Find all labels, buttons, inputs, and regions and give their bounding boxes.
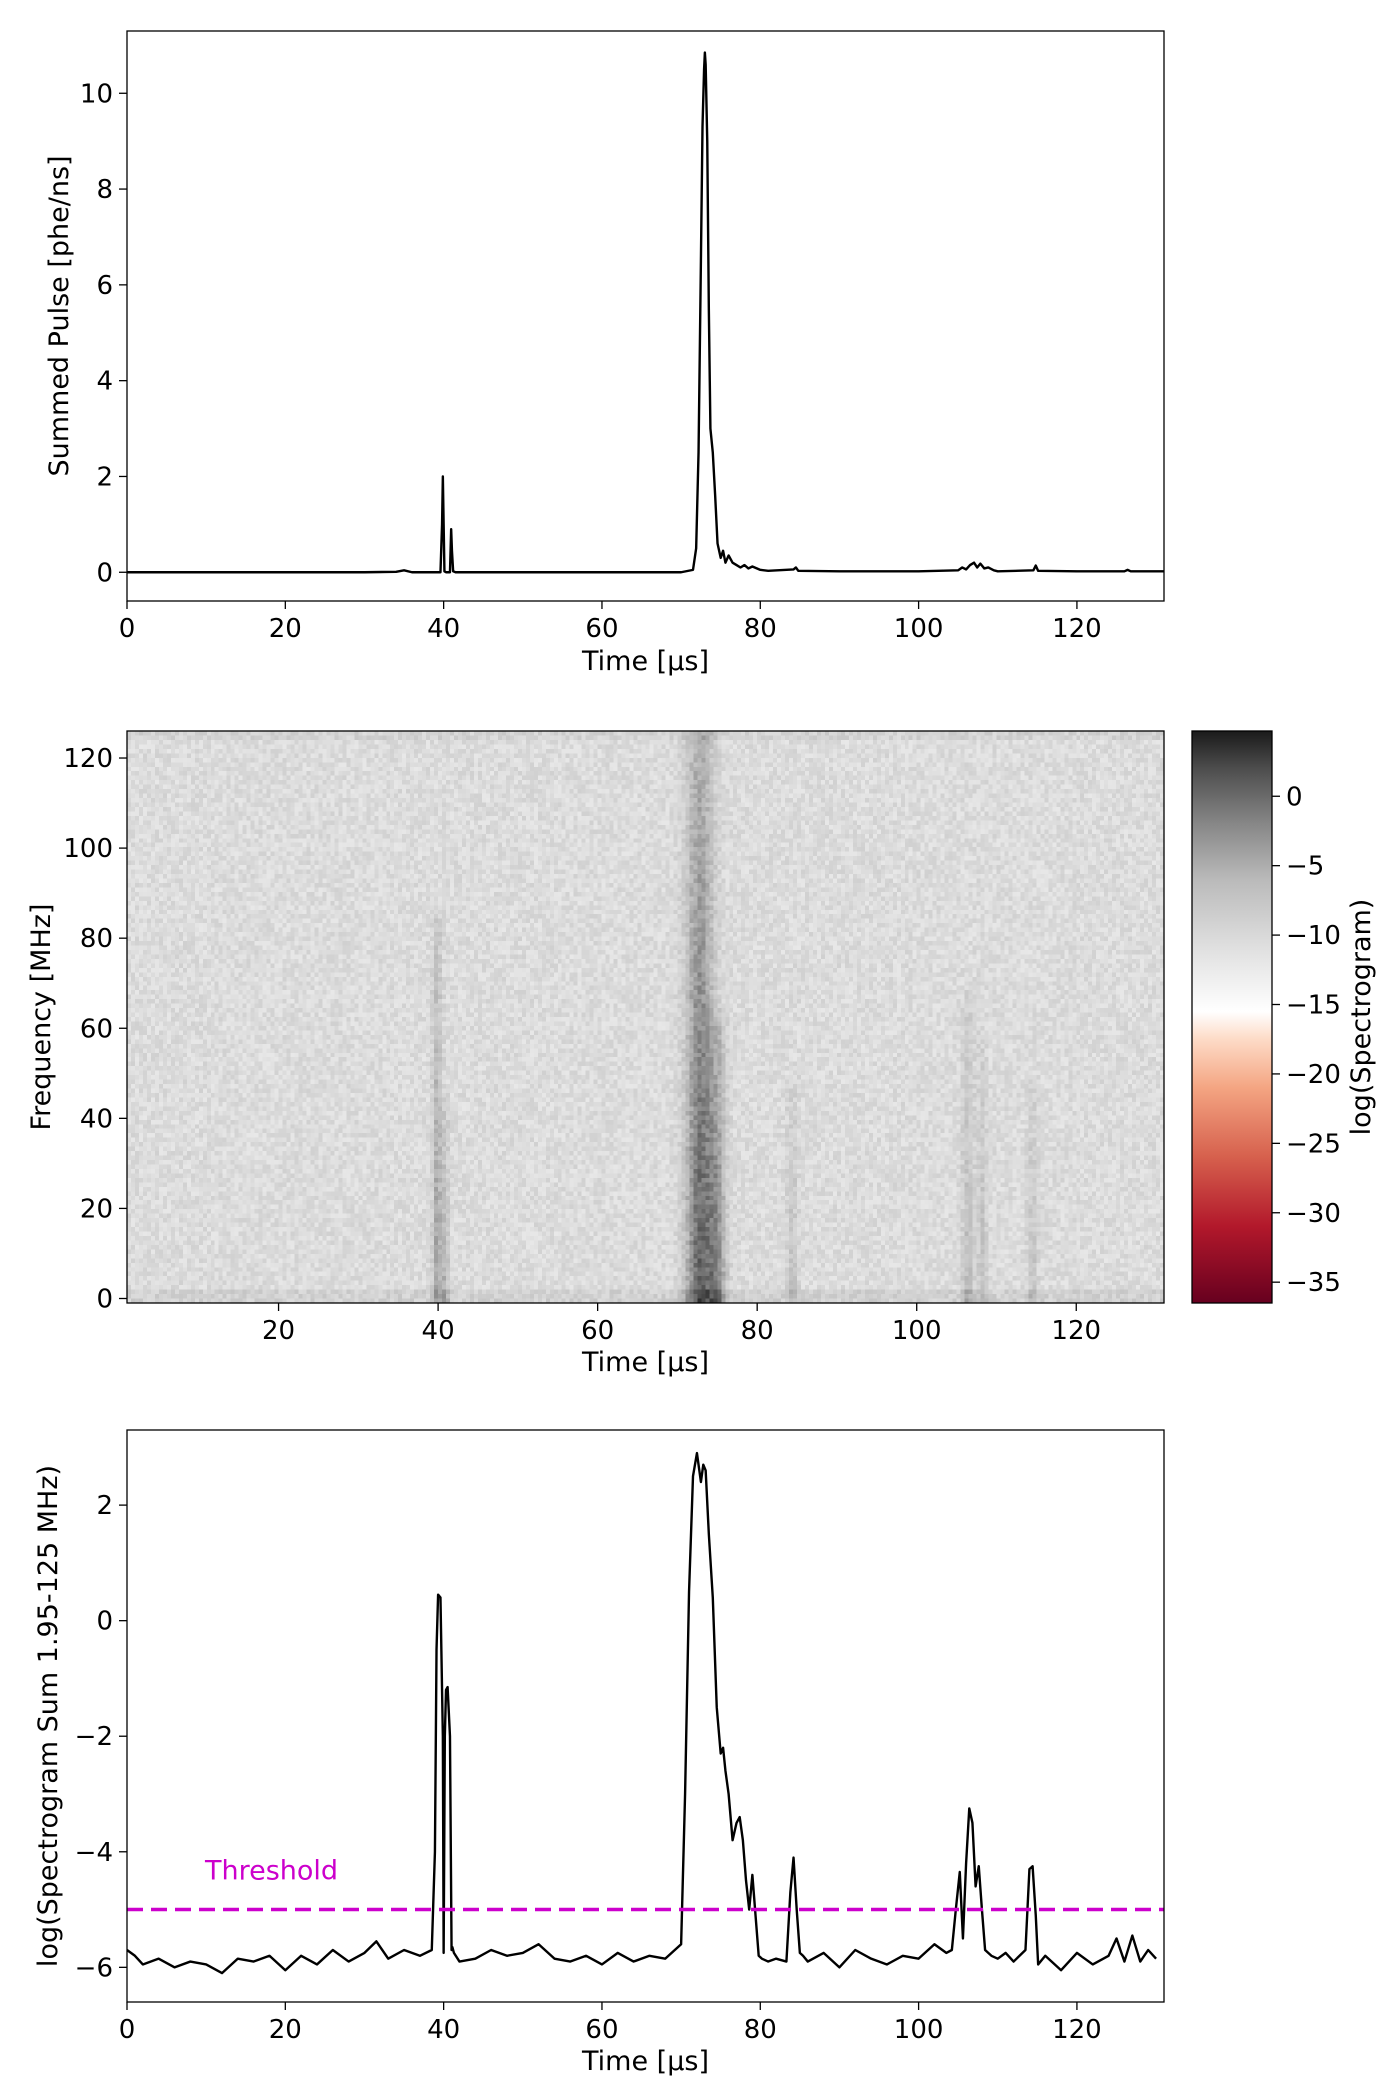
x-tick-label: 120 bbox=[1051, 1316, 1101, 1346]
x-tick-label: 80 bbox=[741, 1316, 774, 1346]
y-tick-label: 6 bbox=[96, 271, 113, 301]
summed-pulse-ylabel: Summed Pulse [phe/ns] bbox=[44, 155, 75, 476]
x-tick-label: 60 bbox=[581, 1316, 614, 1346]
spectrogram-panel: 20 40 60 80 100 120 0 20 40 60 80 100 120 Time [μs]… bbox=[26, 730, 1377, 1378]
spectrogram-ylabel: Frequency [MHz] bbox=[26, 904, 57, 1131]
series-line-0 bbox=[127, 1451, 1157, 1975]
colorbar-tick-label: −25 bbox=[1286, 1129, 1341, 1159]
colorbar-tick-label: −20 bbox=[1286, 1060, 1341, 1090]
colorbar-gradient bbox=[1191, 730, 1273, 1304]
y-tick-label: 2 bbox=[96, 462, 113, 492]
x-tick-label: 20 bbox=[262, 1316, 295, 1346]
colorbar-tick-label: 0 bbox=[1286, 782, 1303, 812]
y-tick-label: 60 bbox=[80, 1014, 113, 1044]
y-tick-label: 0 bbox=[96, 1607, 113, 1637]
colorbar: 0 −5 −10 −15 −20 −25 −30 −35 log(Spectrogram) bbox=[1191, 730, 1377, 1304]
colorbar-tick-label: −35 bbox=[1286, 1268, 1341, 1298]
spectrogram-sum-xlabel: Time [μs] bbox=[581, 2046, 709, 2077]
x-tick-label: 100 bbox=[894, 614, 944, 644]
colorbar-tick-label: −5 bbox=[1286, 852, 1324, 882]
summed-pulse-axes-frame bbox=[126, 30, 1165, 602]
x-tick-label: 120 bbox=[1052, 2015, 1102, 2045]
x-tick-label: 40 bbox=[422, 1316, 455, 1346]
colorbar-tick-label: −10 bbox=[1286, 921, 1341, 951]
x-tick-label: 20 bbox=[269, 614, 302, 644]
y-tick-label: 20 bbox=[80, 1194, 113, 1224]
x-tick-label: 40 bbox=[427, 2015, 460, 2045]
x-tick-label: 40 bbox=[427, 614, 460, 644]
spectrogram-xlabel: Time [μs] bbox=[581, 1347, 709, 1378]
x-tick-label: 100 bbox=[894, 2015, 944, 2045]
y-tick-label: −2 bbox=[75, 1722, 113, 1752]
y-tick-label: 4 bbox=[96, 367, 113, 397]
colorbar-tick-label: −30 bbox=[1286, 1199, 1341, 1229]
threshold-label: Threshold bbox=[204, 1856, 338, 1887]
y-tick-label: 8 bbox=[96, 175, 113, 205]
spectrogram-sum-axes-frame bbox=[126, 1429, 1165, 2003]
x-tick-label: 20 bbox=[269, 2015, 302, 2045]
x-tick-label: 60 bbox=[585, 2015, 618, 2045]
y-tick-label: −4 bbox=[75, 1838, 113, 1868]
summed-pulse-panel: 0 20 40 60 80 100 120 0 2 4 6 8 10 Time [μs] Summed… bbox=[44, 30, 1165, 677]
colorbar-tick-label: −15 bbox=[1286, 991, 1341, 1021]
spectrogram-axes-frame bbox=[126, 730, 1165, 1304]
y-tick-label: 100 bbox=[63, 834, 113, 864]
x-tick-label: 0 bbox=[119, 2015, 136, 2045]
series-line-0 bbox=[127, 51, 1164, 574]
y-tick-label: 80 bbox=[80, 924, 113, 954]
spectrogram-sum-ylabel: log(Spectrogram Sum 1.95-125 MHz) bbox=[33, 1465, 64, 1967]
y-tick-label: 40 bbox=[80, 1104, 113, 1134]
y-tick-label: 0 bbox=[96, 1284, 113, 1314]
colorbar-label: log(Spectrogram) bbox=[1346, 899, 1377, 1136]
y-tick-label: 120 bbox=[63, 744, 113, 774]
x-tick-label: 100 bbox=[892, 1316, 942, 1346]
y-tick-label: 2 bbox=[96, 1491, 113, 1521]
x-tick-label: 0 bbox=[119, 614, 136, 644]
spectrogram-sum-panel: 0 20 40 60 80 100 120 20−2−4−6 Time [μs] log(S… bbox=[33, 1429, 1165, 2077]
x-tick-label: 80 bbox=[744, 614, 777, 644]
x-tick-label: 60 bbox=[585, 614, 618, 644]
summed-pulse-xlabel: Time [μs] bbox=[581, 646, 709, 677]
x-tick-label: 80 bbox=[744, 2015, 777, 2045]
y-tick-label: 0 bbox=[96, 558, 113, 588]
x-tick-label: 120 bbox=[1052, 614, 1102, 644]
y-tick-label: −6 bbox=[75, 1953, 113, 1983]
spectrogram-heatmap-image bbox=[127, 731, 1164, 1303]
y-tick-label: 10 bbox=[80, 79, 113, 109]
